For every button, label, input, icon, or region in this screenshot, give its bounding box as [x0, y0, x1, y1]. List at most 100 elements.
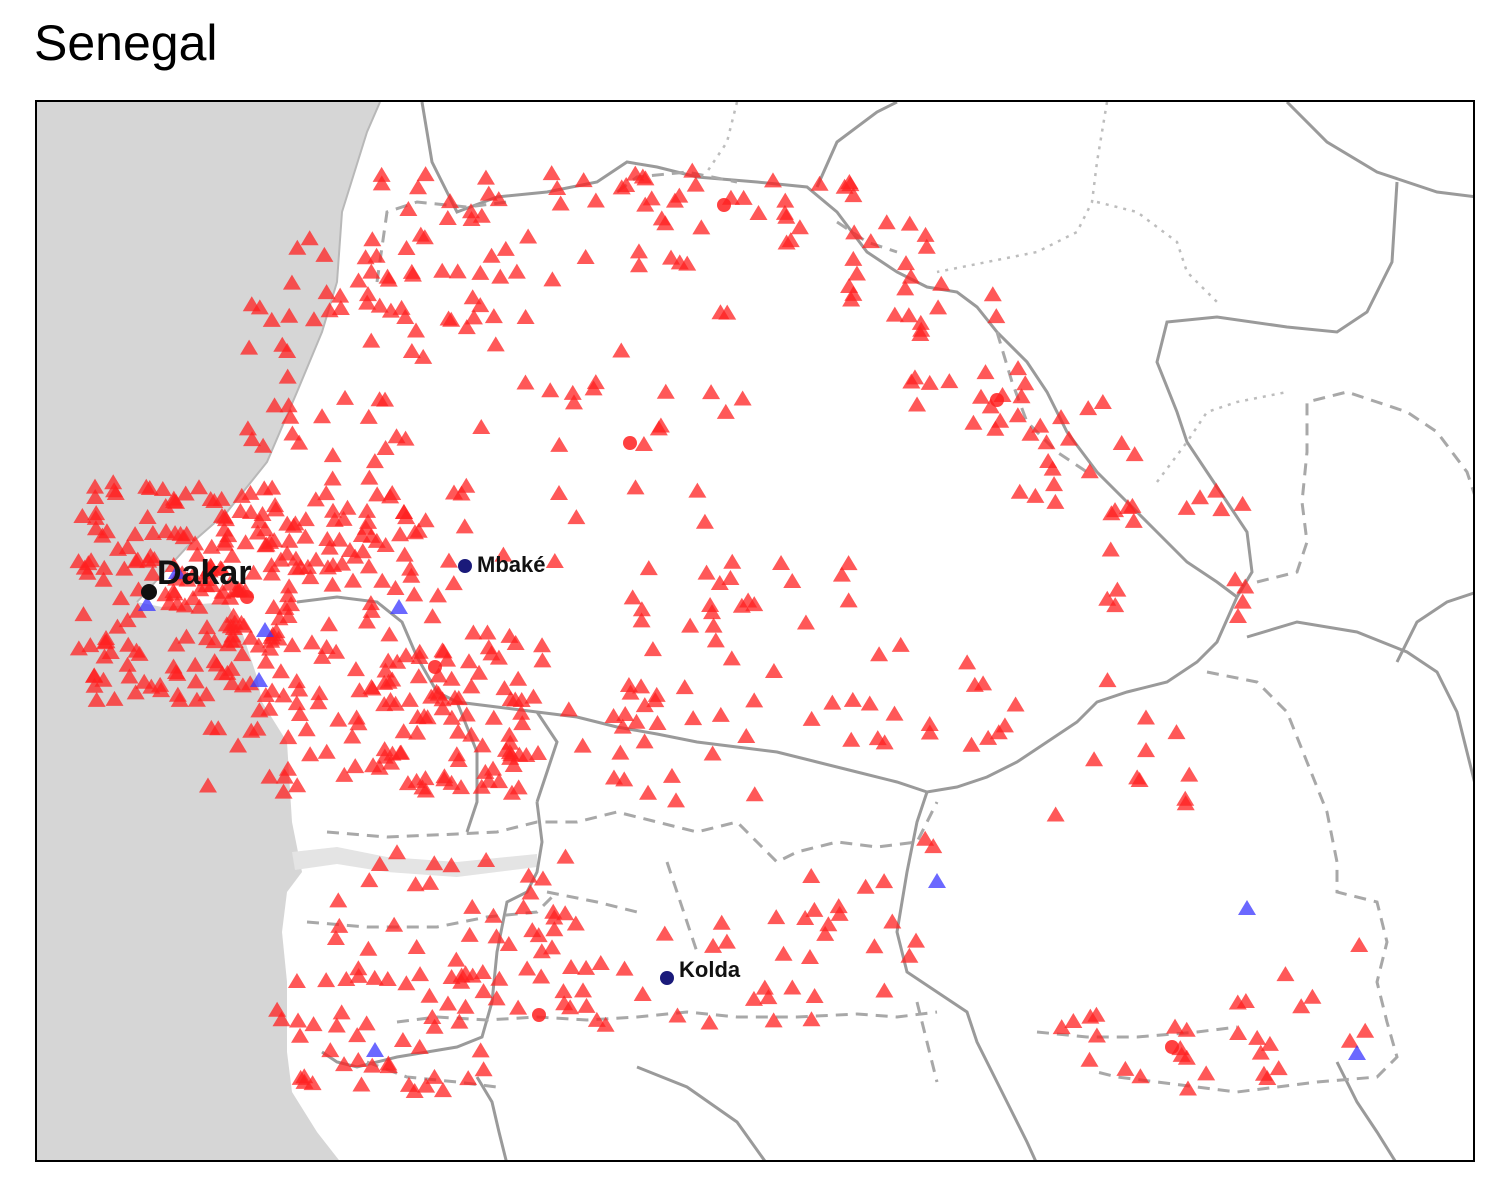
- location-marker-triangle: [438, 210, 457, 226]
- location-marker-triangle: [875, 734, 894, 750]
- location-marker-triangle: [1080, 463, 1099, 479]
- location-marker-triangle: [414, 348, 433, 364]
- location-marker-triangle: [1254, 1065, 1273, 1081]
- location-marker-triangle: [629, 243, 648, 259]
- map-canvas[interactable]: Dakar Mbaké Kolda: [37, 102, 1475, 1162]
- location-marker-triangle: [745, 692, 764, 708]
- location-marker-triangle: [924, 838, 943, 854]
- location-marker-triangle: [987, 308, 1006, 324]
- location-marker-triangle: [665, 192, 684, 208]
- location-marker-triangle: [870, 646, 889, 662]
- location-marker-triangle: [524, 688, 543, 704]
- location-marker-triangle: [271, 663, 290, 679]
- location-marker-triangle: [283, 637, 302, 653]
- location-marker-triangle: [423, 1008, 442, 1024]
- location-marker-triangle: [474, 983, 493, 999]
- location-marker-triangle: [651, 417, 670, 433]
- location-marker-triangle: [612, 342, 631, 358]
- location-marker-triangle: [256, 622, 274, 637]
- location-marker-triangle: [710, 575, 729, 591]
- location-marker-triangle: [457, 319, 476, 335]
- location-marker-triangle: [407, 772, 426, 788]
- location-marker-triangle: [495, 680, 514, 696]
- location-marker-triangle: [1087, 1006, 1106, 1022]
- location-marker-triangle: [376, 439, 395, 455]
- location-marker-triangle: [241, 629, 260, 645]
- location-marker-triangle: [421, 874, 440, 890]
- location-marker-triangle: [330, 917, 349, 933]
- location-marker-triangle: [896, 255, 915, 271]
- location-marker-triangle: [500, 627, 519, 643]
- location-marker-triangle: [229, 737, 248, 753]
- location-marker-triangle: [905, 369, 924, 385]
- location-marker-triangle: [774, 945, 793, 961]
- location-marker-triangle: [313, 648, 332, 664]
- location-marker-triangle: [574, 982, 593, 998]
- location-marker-triangle: [499, 936, 518, 952]
- location-marker-triangle: [272, 1011, 291, 1027]
- location-marker-triangle: [241, 504, 260, 520]
- location-marker-triangle: [256, 521, 275, 537]
- location-marker-triangle: [574, 172, 593, 188]
- location-marker-triangle: [805, 987, 824, 1003]
- location-marker-triangle: [178, 571, 197, 587]
- location-marker-triangle: [533, 637, 552, 653]
- location-marker-triangle: [126, 526, 145, 542]
- location-marker-triangle: [360, 469, 379, 485]
- location-marker-triangle: [790, 219, 809, 235]
- location-marker-triangle: [186, 656, 205, 672]
- location-marker-triangle: [1031, 417, 1050, 433]
- location-marker-triangle: [203, 576, 222, 592]
- location-marker-triangle: [662, 249, 681, 265]
- location-marker-triangle: [138, 596, 156, 611]
- location-marker-triangle: [958, 654, 977, 670]
- location-marker-triangle: [287, 560, 306, 576]
- location-marker-triangle: [284, 517, 303, 533]
- location-marker-triangle: [916, 226, 935, 242]
- location-marker-triangle: [280, 578, 299, 594]
- location-marker-triangle: [357, 613, 376, 629]
- location-marker-triangle: [819, 916, 838, 932]
- location-marker-triangle: [262, 565, 281, 581]
- location-marker-triangle: [281, 408, 300, 424]
- location-marker-triangle: [678, 255, 697, 271]
- location-marker-triangle: [802, 1011, 821, 1027]
- location-marker-triangle: [1021, 425, 1040, 441]
- location-marker-triangle: [634, 435, 653, 451]
- location-marker-triangle: [559, 701, 578, 717]
- location-marker-triangle: [396, 430, 415, 446]
- location-marker-triangle: [291, 1027, 310, 1043]
- location-marker-triangle: [297, 721, 316, 737]
- map-frame[interactable]: Dakar Mbaké Kolda: [35, 100, 1475, 1162]
- location-marker-triangle: [1260, 1035, 1279, 1051]
- location-marker-triangle: [286, 550, 305, 566]
- location-marker-triangle: [810, 175, 829, 191]
- location-marker-triangle: [521, 884, 540, 900]
- location-marker-triangle: [135, 673, 154, 689]
- location-marker-triangle: [816, 925, 835, 941]
- location-marker-triangle: [1226, 571, 1245, 587]
- location-marker-triangle: [783, 979, 802, 995]
- location-marker-triangle: [563, 384, 582, 400]
- location-marker-triangle: [875, 873, 894, 889]
- location-marker-triangle: [279, 760, 298, 776]
- city-label-kolda: Kolda: [679, 957, 741, 982]
- location-marker-triangle: [796, 614, 815, 630]
- location-marker-triangle: [444, 575, 463, 591]
- location-marker-triangle: [332, 1004, 351, 1020]
- location-marker-triangle: [1236, 578, 1255, 594]
- location-marker-triangle: [545, 921, 564, 937]
- location-marker-triangle: [329, 892, 348, 908]
- location-marker-triangle: [233, 646, 252, 662]
- location-marker-triangle: [372, 175, 391, 191]
- location-marker-triangle: [744, 990, 763, 1006]
- location-marker-triangle: [85, 677, 104, 693]
- location-marker-circle: [990, 393, 1004, 407]
- location-marker-triangle: [397, 647, 416, 663]
- location-marker-triangle: [543, 271, 562, 287]
- location-marker-triangle: [439, 552, 458, 568]
- location-marker-triangle: [381, 302, 400, 318]
- location-marker-triangle: [533, 652, 552, 668]
- location-marker-triangle: [140, 480, 159, 496]
- location-marker-triangle: [847, 265, 866, 281]
